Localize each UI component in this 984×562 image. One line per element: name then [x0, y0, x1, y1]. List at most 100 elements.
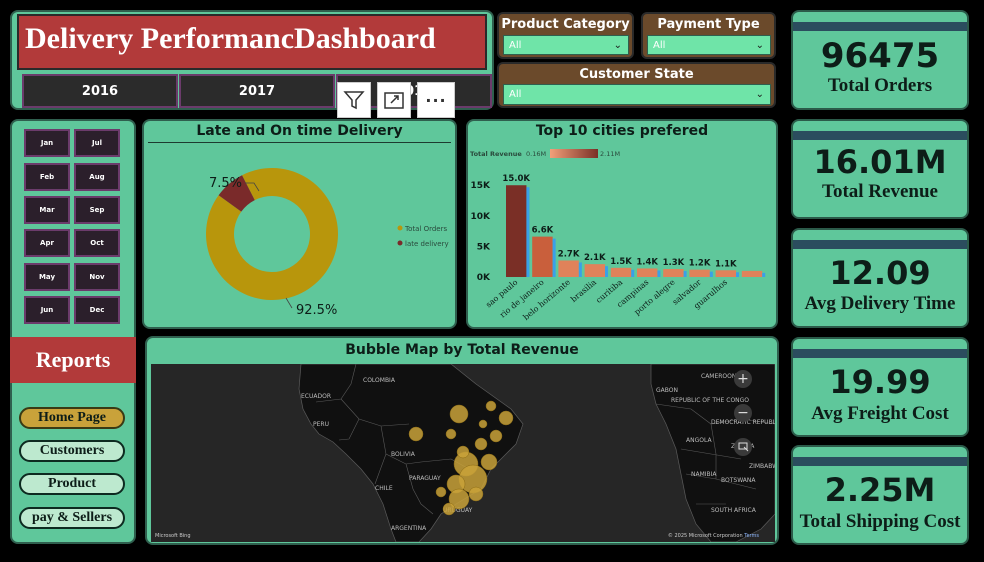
data-label: 6.6K — [532, 226, 554, 236]
month-nov-button[interactable]: Nov — [74, 263, 120, 291]
legend-marker-total-orders — [398, 226, 403, 231]
donut-legend: Total Orders late delivery — [398, 225, 449, 248]
country-label: CHILE — [375, 485, 393, 492]
bubble — [457, 446, 469, 458]
bubble — [490, 430, 502, 442]
bar[interactable] — [558, 260, 578, 277]
bar-chart: Total Revenue 0.16M 2.11M 0K 5K 10K 15K 15.… — [468, 143, 776, 329]
month-sep-button[interactable]: Sep — [74, 196, 120, 224]
bar-chart-panel: Top 10 cities prefered Total Revenue 0.1… — [466, 119, 778, 329]
month-may-button[interactable]: May — [24, 263, 70, 291]
map-select-icon[interactable] — [734, 438, 752, 456]
filter-title: Product Category — [499, 17, 632, 32]
month-feb-button[interactable]: Feb — [24, 163, 70, 191]
kpi-value: 2.25M — [793, 471, 967, 509]
data-label-ontime: 92.5% — [296, 303, 337, 318]
bar[interactable] — [742, 271, 762, 277]
zoom-out-button[interactable]: − — [734, 404, 752, 422]
kpi-total-orders: 96475 Total Orders — [791, 10, 969, 110]
month-label: Aug — [89, 173, 104, 181]
kpi-avg-delivery-time: 12.09 Avg Delivery Time — [791, 228, 969, 328]
bar-accent — [736, 272, 739, 277]
country-label: ZIMBABWE — [749, 463, 775, 470]
kpi-value: 16.01M — [793, 143, 967, 181]
year-2016-button[interactable]: 2016 — [22, 74, 178, 108]
visual-toolbar: ··· — [337, 82, 455, 118]
kpi-total-revenue: 16.01M Total Revenue — [791, 119, 969, 219]
month-label: Jul — [92, 139, 102, 147]
month-jun-button[interactable]: Jun — [24, 296, 70, 324]
donut-chart: Total Orders late delivery 7.5% 92.5% — [144, 143, 455, 327]
payment-type-dropdown[interactable]: All ⌄ — [647, 35, 771, 55]
map-canvas[interactable]: COLOMBIA ECUADOR PERU BOLIVIA CHILE PARA… — [151, 364, 775, 542]
nav-customers-button[interactable]: Customers — [19, 440, 125, 462]
month-oct-button[interactable]: Oct — [74, 229, 120, 257]
month-dec-button[interactable]: Dec — [74, 296, 120, 324]
bar[interactable] — [637, 268, 657, 277]
chevron-down-icon: ⌄ — [614, 36, 622, 54]
nav-pay-sellers-button[interactable]: pay & Sellers — [19, 507, 125, 529]
customer-state-dropdown[interactable]: All ⌄ — [503, 84, 771, 105]
country-label: NAMIBIA — [691, 471, 717, 478]
kpi-value: 12.09 — [793, 254, 967, 292]
bar[interactable] — [611, 268, 631, 277]
bar-accent — [526, 187, 529, 277]
legend-gradient — [550, 149, 598, 158]
dropdown-value: All — [509, 40, 521, 51]
year-label: 2017 — [239, 84, 275, 99]
bing-logo-text: Microsoft Bing — [155, 533, 191, 539]
filter-payment-type: Payment Type All ⌄ — [641, 12, 776, 59]
x-tick-label: brasilia — [569, 277, 598, 303]
kpi-bar — [793, 457, 967, 466]
year-2017-button[interactable]: 2017 — [179, 74, 335, 108]
zoom-in-button[interactable]: + — [734, 370, 752, 388]
bar-accent — [631, 270, 634, 277]
terms-link[interactable]: Terms — [744, 533, 759, 539]
focus-mode-icon[interactable] — [377, 82, 411, 118]
reports-title: Reports — [36, 347, 111, 373]
bar-accent — [684, 271, 687, 277]
bubble — [469, 487, 483, 501]
bar-accent — [605, 266, 608, 277]
x-tick-label: belo horizonte — [521, 277, 572, 322]
data-label: 1.4K — [636, 257, 658, 267]
month-label: Nov — [89, 273, 104, 281]
month-jan-button[interactable]: Jan — [24, 129, 70, 157]
bubble — [446, 429, 456, 439]
bar[interactable] — [585, 264, 605, 277]
bar[interactable] — [689, 270, 709, 277]
legend-label: Total Revenue — [470, 150, 522, 158]
map-attribution-left: Microsoft Bing — [155, 533, 191, 539]
kpi-bar — [793, 22, 967, 31]
month-apr-button[interactable]: Apr — [24, 229, 70, 257]
country-label: BOLIVIA — [391, 451, 416, 458]
more-options-icon[interactable]: ··· — [417, 82, 455, 118]
bar-accent — [710, 272, 713, 277]
bubble — [409, 427, 423, 441]
bar[interactable] — [663, 269, 683, 277]
kpi-total-shipping-cost: 2.25M Total Shipping Cost — [791, 445, 969, 545]
month-label: Jun — [41, 306, 54, 314]
chart-title: Top 10 cities prefered — [468, 123, 776, 139]
bubble — [475, 438, 487, 450]
bar[interactable] — [506, 185, 526, 277]
country-label: PERU — [313, 421, 329, 428]
filter-icon[interactable] — [337, 82, 371, 118]
dropdown-value: All — [653, 40, 665, 51]
map-panel: Bubble Map by Total Revenue COLOMBIA ECU… — [145, 336, 779, 545]
filter-product-category: Product Category All ⌄ — [497, 12, 634, 59]
month-label: Mar — [39, 206, 54, 214]
month-mar-button[interactable]: Mar — [24, 196, 70, 224]
country-label: BOTSWANA — [721, 477, 756, 484]
product-category-dropdown[interactable]: All ⌄ — [503, 35, 629, 55]
nav-home-page-button[interactable]: Home Page — [19, 407, 125, 429]
month-aug-button[interactable]: Aug — [74, 163, 120, 191]
filter-customer-state: Customer State All ⌄ — [497, 62, 776, 108]
nav-product-button[interactable]: Product — [19, 473, 125, 495]
month-jul-button[interactable]: Jul — [74, 129, 120, 157]
bar[interactable] — [716, 270, 736, 277]
map-svg: COLOMBIA ECUADOR PERU BOLIVIA CHILE PARA… — [151, 364, 775, 542]
data-label: 15.0K — [502, 174, 530, 184]
kpi-label: Total Revenue — [793, 181, 967, 203]
bar[interactable] — [532, 237, 552, 277]
